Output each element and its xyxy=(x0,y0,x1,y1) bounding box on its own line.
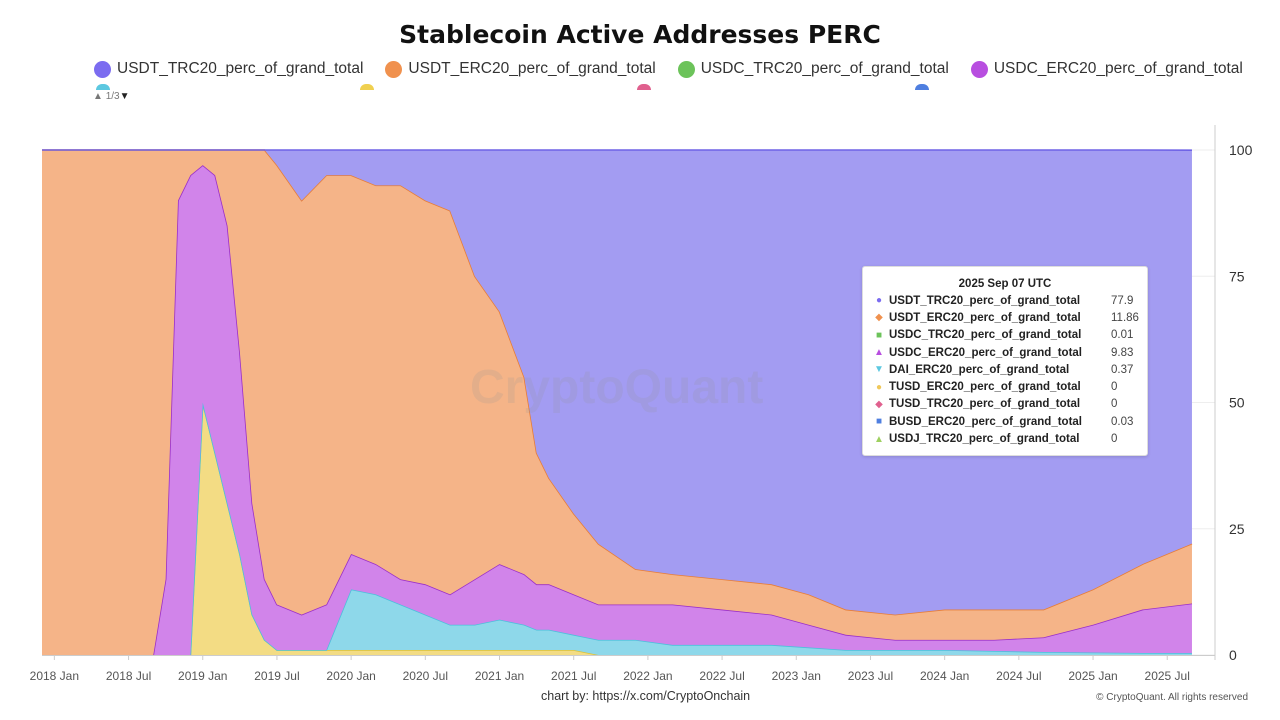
tooltip-series-name: TUSD_ERC20_perc_of_grand_total xyxy=(889,381,1081,394)
tooltip-series-name: DAI_ERC20_perc_of_grand_total xyxy=(889,363,1070,376)
legend-page: 1/3 xyxy=(105,91,120,102)
series-marker-icon: ▲ xyxy=(874,347,884,359)
tooltip-row: ▲ USDJ_TRC20_perc_of_grand_total 0 xyxy=(863,430,1147,447)
tooltip-series-name: TUSD_TRC20_perc_of_grand_total xyxy=(889,398,1081,411)
footer: chart by: https://x.com/CryptoOnchain xyxy=(541,689,750,703)
footer-link[interactable]: https://x.com/CryptoOnchain xyxy=(592,689,751,703)
tooltip-row: ▼ DAI_ERC20_perc_of_grand_total 0.37 xyxy=(863,361,1147,378)
tooltip-row: ◆ USDT_ERC20_perc_of_grand_total 11.86 xyxy=(863,309,1147,326)
legend-dot-icon xyxy=(677,60,695,78)
legend-peek-icon xyxy=(360,84,374,90)
legend-next-icon[interactable]: ▼ xyxy=(119,91,130,102)
x-tick-label: 2022 Jan xyxy=(623,669,672,683)
tooltip-series-name: USDC_TRC20_perc_of_grand_total xyxy=(889,329,1082,342)
x-tick-label: 2018 Jan xyxy=(30,669,79,683)
tooltip: 2025 Sep 07 UTC ● USDT_TRC20_perc_of_gran… xyxy=(862,266,1148,456)
legend-pager: ▲ 1/3▼ xyxy=(93,91,130,102)
copyright: © CryptoQuant. All rights reserved xyxy=(1096,692,1248,703)
legend-item[interactable]: USDT_ERC20_perc_of_grand_total xyxy=(385,60,656,78)
series-marker-icon: ● xyxy=(875,381,883,393)
tooltip-title: 2025 Sep 07 UTC xyxy=(958,278,1052,290)
tooltip-value: 0.01 xyxy=(1111,329,1134,342)
legend-peek-icon xyxy=(915,84,929,90)
series-marker-icon: ◆ xyxy=(875,398,883,410)
x-tick-label: 2022 Jul xyxy=(699,669,744,683)
x-tick-label: 2021 Jul xyxy=(551,669,596,683)
footer-prefix: chart by: xyxy=(541,689,593,703)
y-tick-label: 0 xyxy=(1229,647,1237,663)
series-marker-icon: ▲ xyxy=(874,433,884,445)
chart-title: Stablecoin Active Addresses PERC xyxy=(399,20,881,49)
series-marker-icon: ▼ xyxy=(874,364,884,376)
legend-label: USDC_ERC20_perc_of_grand_total xyxy=(993,60,1243,77)
tooltip-series-name: USDC_ERC20_perc_of_grand_total xyxy=(889,346,1083,359)
series-marker-icon: ■ xyxy=(875,416,883,428)
x-tick-label: 2023 Jan xyxy=(772,669,821,683)
legend-dot-icon xyxy=(970,60,988,78)
legend-label: USDT_ERC20_perc_of_grand_total xyxy=(408,60,656,77)
x-tick-label: 2020 Jul xyxy=(403,669,448,683)
legend-label: USDT_TRC20_perc_of_grand_total xyxy=(117,60,364,77)
x-tick-label: 2020 Jan xyxy=(326,669,375,683)
tooltip-value: 0 xyxy=(1111,381,1118,394)
tooltip-series-name: BUSD_ERC20_perc_of_grand_total xyxy=(889,415,1083,428)
y-tick-label: 100 xyxy=(1229,142,1253,158)
series-marker-icon: ◆ xyxy=(875,312,883,324)
tooltip-row: ◆ TUSD_TRC20_perc_of_grand_total 0 xyxy=(863,396,1147,413)
tooltip-row: ■ USDC_TRC20_perc_of_grand_total 0.01 xyxy=(863,327,1147,344)
y-tick-label: 25 xyxy=(1229,521,1245,537)
tooltip-row: ▲ USDC_ERC20_perc_of_grand_total 9.83 xyxy=(863,344,1147,361)
area-usdt-erc20-perc-of-grand-total xyxy=(42,150,1192,655)
tooltip-row: ■ BUSD_ERC20_perc_of_grand_total 0.03 xyxy=(863,413,1147,430)
tooltip-row: ● TUSD_ERC20_perc_of_grand_total 0 xyxy=(863,378,1147,395)
x-tick-label: 2024 Jul xyxy=(996,669,1041,683)
tooltip-value: 77.9 xyxy=(1111,294,1134,307)
tooltip-value: 11.86 xyxy=(1111,311,1139,324)
tooltip-row: ● USDT_TRC20_perc_of_grand_total 77.9 xyxy=(863,292,1147,309)
x-tick-label: 2023 Jul xyxy=(848,669,893,683)
legend-item[interactable]: USDC_TRC20_perc_of_grand_total xyxy=(677,60,949,78)
x-tick-label: 2025 Jan xyxy=(1068,669,1117,683)
tooltip-value: 9.83 xyxy=(1111,346,1134,359)
tooltip-value: 0 xyxy=(1111,433,1118,446)
tooltip-series-name: USDT_TRC20_perc_of_grand_total xyxy=(889,294,1081,307)
legend-peek-icon xyxy=(637,84,651,90)
legend-item[interactable]: USDT_TRC20_perc_of_grand_total xyxy=(94,60,363,78)
x-tick-label: 2019 Jan xyxy=(178,669,227,683)
legend-dot-icon xyxy=(94,60,111,78)
x-tick-label: 2019 Jul xyxy=(254,669,299,683)
legend-label: USDC_TRC20_perc_of_grand_total xyxy=(700,60,949,77)
watermark: CryptoQuant xyxy=(470,361,764,414)
tooltip-value: 0 xyxy=(1111,398,1118,411)
legend-peek-icon xyxy=(96,84,110,90)
x-tick-label: 2021 Jan xyxy=(475,669,524,683)
tooltip-series-name: USDT_ERC20_perc_of_grand_total xyxy=(889,311,1081,324)
legend-dot-icon xyxy=(385,60,403,78)
legend-item[interactable]: USDC_ERC20_perc_of_grand_total xyxy=(970,60,1243,78)
x-tick-label: 2025 Jul xyxy=(1145,669,1190,683)
tooltip-value: 0.03 xyxy=(1111,415,1134,428)
series-marker-icon: ● xyxy=(875,295,883,307)
x-tick-label: 2024 Jan xyxy=(920,669,969,683)
tooltip-series-name: USDJ_TRC20_perc_of_grand_total xyxy=(889,433,1080,446)
y-tick-label: 75 xyxy=(1229,268,1245,284)
series-marker-icon: ■ xyxy=(875,329,883,341)
y-tick-label: 50 xyxy=(1229,395,1245,411)
x-tick-label: 2018 Jul xyxy=(106,669,151,683)
legend: USDT_TRC20_perc_of_grand_total USDT_ERC2… xyxy=(94,60,1243,78)
legend-prev-icon[interactable]: ▲ xyxy=(93,91,103,102)
tooltip-value: 0.37 xyxy=(1111,363,1134,376)
